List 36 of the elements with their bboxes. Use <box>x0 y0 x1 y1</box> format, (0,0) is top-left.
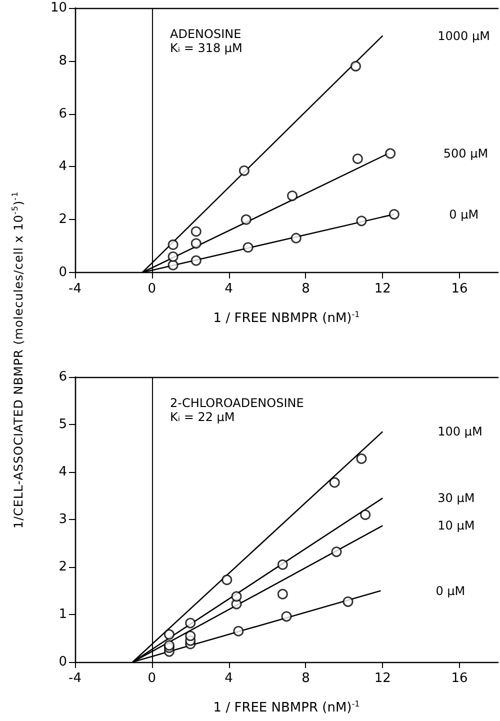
text: 10 μM <box>438 518 475 533</box>
annotation: 2-CHLOROADENOSINE <box>170 396 304 410</box>
x-tick-label: 0 <box>148 282 156 296</box>
x-tick-label: 4 <box>224 671 233 686</box>
x-tick-label: 12 <box>374 671 391 686</box>
x-tick-label: 8 <box>302 282 310 296</box>
annotation: Kᵢ = 318 μM <box>170 41 242 55</box>
annotation: ADENOSINE <box>170 27 242 41</box>
x-tick-label: 0 <box>148 671 156 686</box>
y-tick-label: 0 <box>58 654 67 670</box>
x-tick-label: 8 <box>302 671 310 686</box>
text: 30 μM <box>438 491 475 506</box>
text: 1000 μM <box>438 28 490 43</box>
y-tick-label: 10 <box>50 0 67 16</box>
annotation: Kᵢ = 22 μM <box>170 410 235 424</box>
y-tick-label: 2 <box>58 560 67 574</box>
x-tick-label: 12 <box>374 282 391 296</box>
y-tick-label: 5 <box>58 417 67 432</box>
y-tick-label: 1 <box>58 607 67 622</box>
y-tick-label: 3 <box>58 512 67 527</box>
y-tick-label: 4 <box>58 159 67 174</box>
y-tick-label: 2 <box>58 212 67 228</box>
text: 0 μM <box>436 584 466 598</box>
y-tick-label: 4 <box>58 464 67 480</box>
y-tick-label: 0 <box>58 265 67 280</box>
x-tick-label: 16 <box>451 671 468 686</box>
y-tick-label: 6 <box>58 370 67 384</box>
x-tick-label: -4 <box>68 282 82 296</box>
y-tick-label: 6 <box>58 106 67 122</box>
text: 100 μM <box>438 424 482 439</box>
y-tick-label: 8 <box>58 53 67 68</box>
text: 0 μM <box>449 207 479 222</box>
x-tick-label: -4 <box>68 671 82 686</box>
x-tick-label: 16 <box>451 282 468 296</box>
x-tick-label: 4 <box>224 282 233 296</box>
text: 500 μM <box>443 146 488 160</box>
